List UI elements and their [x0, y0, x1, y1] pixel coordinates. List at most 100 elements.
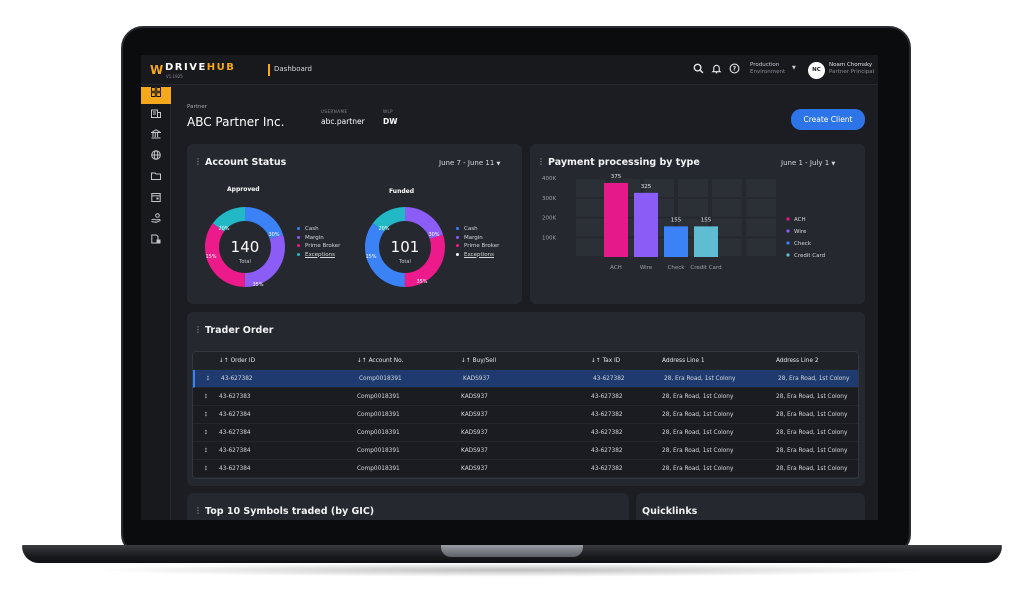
row-menu-icon[interactable]: ⋮: [203, 448, 209, 454]
legend-label: Credit Card: [794, 253, 825, 259]
row-menu-icon[interactable]: ⋮: [203, 412, 209, 418]
exceptions-link[interactable]: Exceptions: [305, 251, 335, 258]
table-cell: 43-627382: [591, 412, 623, 418]
logo-icon: W: [150, 63, 164, 77]
avatar[interactable]: NC: [808, 62, 825, 79]
table-cell: KADS937: [463, 376, 490, 382]
row-menu-icon[interactable]: ⋮: [205, 376, 211, 382]
approved-slice-margin[interactable]: [205, 207, 285, 287]
bell-icon[interactable]: [711, 63, 722, 78]
table-cell: KADS937: [461, 430, 488, 436]
sort-column-buy-sell[interactable]: ↓↑ Buy/Sell: [461, 352, 496, 370]
user-menu[interactable]: Noam Chomsky Partner Principal: [829, 62, 874, 76]
date-range-selector[interactable]: June 7 - June 11 ▼: [439, 159, 500, 167]
legend-dot: [297, 244, 300, 247]
sidebar-item-payments[interactable]: [141, 213, 171, 230]
funded-slice-prime-broker[interactable]: [365, 207, 445, 287]
sort-column-tax-id[interactable]: ↓↑ Tax ID: [591, 352, 620, 370]
funded-slice-margin[interactable]: [365, 207, 445, 287]
legend-dot: [456, 252, 459, 256]
app-version: V1.1925: [166, 74, 183, 79]
column-address-2[interactable]: Address Line 2: [776, 352, 819, 370]
x-tick-label: Wire: [640, 265, 653, 271]
funded-title: Funded: [389, 188, 415, 195]
sort-column-order-id[interactable]: ↓↑ Order ID: [219, 352, 255, 370]
table-row[interactable]: ⋮ 43-627384 Comp0018391 KADS937 43-627382 28,…: [193, 442, 858, 460]
grid-cell: [746, 198, 776, 217]
grid-cell: [746, 238, 776, 257]
legend-label: Prime Broker: [305, 243, 341, 249]
legend-dot: [297, 227, 300, 230]
grid-cell: [678, 198, 708, 217]
approved-pct-cash: 20%: [218, 226, 229, 232]
sidebar-item-documents[interactable]: [141, 234, 171, 251]
funded-legend: Cash Margin Prime Broker Exceptions: [456, 225, 499, 259]
trader-order-table: ↓↑ Order ID ↓↑ Account No. ↓↑ Buy/Sell ↓…: [192, 351, 859, 479]
table-cell: KADS937: [461, 466, 488, 472]
calendar-icon: [151, 193, 161, 202]
grid-cell: [712, 218, 742, 237]
column-address-1[interactable]: Address Line 1: [662, 352, 705, 370]
sidebar-item-organizations[interactable]: [141, 108, 171, 125]
table-cell: 28, Era Road, 1st Colony: [776, 430, 848, 436]
table-cell: Comp0018391: [357, 430, 400, 436]
y-tick-label: 100K: [542, 235, 556, 241]
table-row[interactable]: ⋮ 43-627384 Comp0018391 KADS937 43-627382 28,…: [193, 406, 858, 424]
exceptions-link[interactable]: Exceptions: [464, 251, 494, 258]
legend-label: Prime Broker: [464, 243, 500, 249]
sidebar-item-files[interactable]: [141, 171, 171, 188]
row-menu-icon[interactable]: ⋮: [203, 394, 209, 400]
funded-total: 101: [391, 238, 420, 256]
approved-pct-margin: 30%: [268, 232, 279, 238]
legend-item[interactable]: Exceptions: [456, 251, 499, 260]
table-row[interactable]: ⋮ 43-627384 Comp0018391 KADS937 43-627382 28,…: [193, 460, 858, 478]
date-range-selector[interactable]: June 1 - July 1 ▼: [781, 159, 835, 167]
table-row[interactable]: ⋮ 43-627384 Comp0018391 KADS937 43-627382 28,…: [193, 424, 858, 442]
logo-hub-text: HUB: [206, 62, 236, 73]
sidebar-item-banking[interactable]: [141, 129, 171, 146]
approved-slice-exceptions[interactable]: [205, 207, 285, 287]
approved-slice-prime-broker[interactable]: [205, 207, 285, 287]
bar-wire: [634, 192, 658, 257]
card-title: Quicklinks: [642, 506, 698, 517]
sidebar-item-dashboard[interactable]: [141, 87, 171, 104]
chevron-down-icon[interactable]: ▼: [792, 65, 796, 71]
drag-handle-icon[interactable]: ⋮: [194, 506, 202, 515]
table-cell: 43-627382: [593, 376, 625, 382]
legend-item[interactable]: Exceptions: [297, 251, 340, 260]
funded-slice-exceptions[interactable]: [365, 207, 445, 287]
table-cell: KADS937: [461, 448, 488, 454]
logo[interactable]: DRIVEHUB: [165, 62, 235, 73]
table-cell: KADS937: [461, 412, 488, 418]
card-title: Top 10 Symbols traded (by GIC): [205, 506, 375, 517]
approved-donut-chart: 140 Total 20% 30% 35% 15%: [205, 207, 285, 288]
sort-column-account-no[interactable]: ↓↑ Account No.: [357, 352, 403, 370]
table-cell: Comp0018391: [357, 394, 400, 400]
table-row[interactable]: ⋮ 43-627382 Comp0018391 KADS937 43-627382 28,…: [193, 370, 858, 388]
row-menu-icon[interactable]: ⋮: [203, 466, 209, 472]
drag-handle-icon[interactable]: ⋮: [537, 157, 545, 166]
y-tick-label: 200K: [542, 216, 556, 222]
table-row[interactable]: ⋮ 43-627383 Comp0018391 KADS937 43-627382 28,…: [193, 388, 858, 406]
sidebar-item-global[interactable]: [141, 150, 171, 167]
help-icon[interactable]: ?: [729, 63, 740, 78]
legend-item: Prime Broker: [297, 242, 340, 251]
grid-cell: [576, 218, 606, 237]
sidebar-item-calendar[interactable]: [141, 192, 171, 209]
bar-ach: [604, 182, 628, 257]
approved-title: Approved: [227, 186, 260, 193]
table-cell: 43-627382: [591, 394, 623, 400]
legend-item: Cash: [297, 225, 340, 234]
environment-selector[interactable]: Production Environment: [750, 62, 785, 76]
drag-handle-icon[interactable]: ⋮: [194, 157, 202, 166]
bar-check: [664, 226, 688, 257]
bar-value-label: 155: [701, 217, 712, 223]
create-client-button[interactable]: Create Client: [791, 109, 865, 130]
row-menu-icon[interactable]: ⋮: [203, 430, 209, 436]
bar-value-label: 155: [671, 217, 682, 223]
table-cell: KADS937: [461, 394, 488, 400]
grid-cell: [712, 198, 742, 217]
search-icon[interactable]: [693, 63, 704, 78]
drag-handle-icon[interactable]: ⋮: [194, 325, 202, 334]
breadcrumb[interactable]: Dashboard: [274, 65, 312, 73]
